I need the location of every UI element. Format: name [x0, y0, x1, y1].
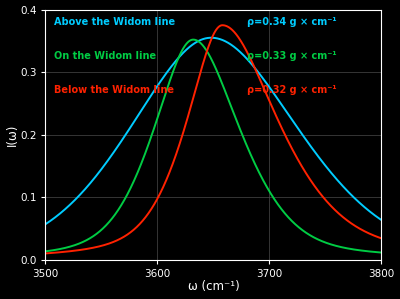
Text: ρ=0.33 g × cm⁻¹: ρ=0.33 g × cm⁻¹ — [247, 51, 337, 61]
Text: ρ=0.34 g × cm⁻¹: ρ=0.34 g × cm⁻¹ — [247, 17, 337, 27]
Text: ρ=0.32 g × cm⁻¹: ρ=0.32 g × cm⁻¹ — [247, 85, 337, 95]
Text: Above the Widom line: Above the Widom line — [54, 17, 175, 27]
X-axis label: ω (cm⁻¹): ω (cm⁻¹) — [188, 280, 239, 293]
Y-axis label: I(ω): I(ω) — [6, 123, 18, 146]
Text: On the Widom line: On the Widom line — [54, 51, 156, 61]
Text: Below the Widom line: Below the Widom line — [54, 85, 174, 95]
